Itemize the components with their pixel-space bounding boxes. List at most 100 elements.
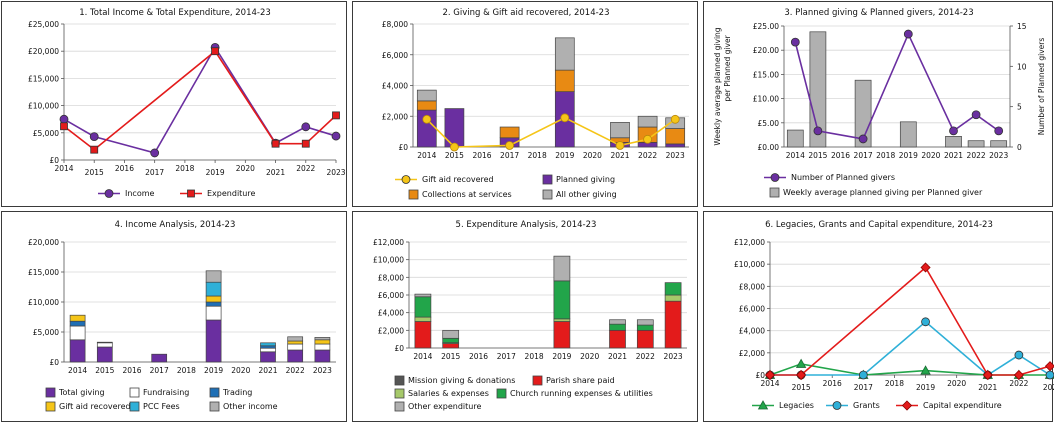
x-tick-label: 2015 (808, 151, 827, 160)
bar-segment (416, 89, 437, 102)
bar-segment (314, 337, 331, 341)
chart-title: 2. Giving & Gift aid recovered, 2014-23 (443, 8, 610, 18)
bar-segment (414, 293, 432, 298)
data-point (949, 126, 958, 136)
x-tick-label: 2021 (978, 383, 997, 392)
legend-item: Church running expenses & utilities (496, 388, 653, 399)
bar-segment (314, 339, 331, 345)
x-tick-label: 2014 (786, 151, 805, 160)
bar-segment (414, 296, 432, 318)
data-point (921, 317, 930, 327)
x-tick-label: 2022 (296, 164, 315, 173)
data-point (422, 114, 432, 124)
legend-label: Other expenditure (408, 402, 481, 411)
chart-title: 6. Legacies, Grants and Capital expendit… (765, 220, 993, 230)
x-tick-label: 2018 (528, 151, 547, 160)
legend-marker (757, 400, 769, 410)
legend-item: Legacies (752, 400, 814, 410)
chart-6-legend: Legacies Grants Capital expenditure (752, 400, 1002, 411)
bar-segment (287, 336, 304, 342)
legend-label: Total giving (58, 388, 105, 397)
y-tick-label: £0 (755, 371, 765, 380)
y-tick-label: £0 (394, 344, 404, 353)
legend-item: Mission giving & donations (394, 375, 515, 386)
data-point (1013, 369, 1024, 381)
data-point (505, 141, 515, 150)
series-line-2 (770, 266, 1051, 376)
data-point (813, 126, 823, 136)
legend-swatch (209, 387, 220, 398)
legend-marker (901, 400, 913, 411)
bar-segment (664, 294, 682, 302)
y-tick-label: £20,000 (28, 238, 59, 247)
chart-2-plot: £0 £2,000 £4,000 £6,000 £8,000 2014 2015 2016 20… (382, 20, 689, 160)
legend-label: Legacies (779, 401, 814, 410)
data-point (1014, 350, 1024, 360)
data-point (271, 139, 280, 148)
x-tick-label: 2019 (899, 151, 918, 160)
x-tick-label: 2017 (500, 151, 519, 160)
bar-segment (96, 346, 113, 363)
chart-title: 5. Expenditure Analysis, 2014-23 (456, 220, 597, 230)
chart-4-svg: 4. Income Analysis, 2014-23 £0 £5,000 £10,… (28, 220, 336, 412)
y-tick-label: £6,000 (378, 291, 404, 300)
legend-label: Salaries & expenses (408, 389, 489, 398)
x-tick-label: 2017 (145, 168, 164, 177)
x-tick-label: 2018 (525, 352, 544, 361)
x-tick-label: 2019 (206, 168, 225, 177)
data-point (615, 141, 625, 150)
y-tick-label: £8,000 (739, 282, 765, 291)
legend-item: Gift aid recovered (395, 175, 494, 184)
x-tick-label: 2014 (413, 352, 432, 361)
x-tick-label: 2022 (286, 366, 305, 375)
data-point (1045, 370, 1054, 380)
bar (945, 136, 962, 148)
bar (899, 121, 917, 148)
bar-segment (287, 349, 304, 363)
x-tick-label: 2022 (967, 151, 986, 160)
data-point (59, 114, 69, 124)
data-point (90, 145, 99, 154)
x-tick-label: 2015 (792, 383, 811, 392)
x-tick-label: 2021 (944, 151, 963, 160)
x-tick-label: 2017 (497, 352, 516, 361)
legend-swatch (769, 187, 780, 198)
bar-segment (665, 143, 686, 148)
x-tick-label: 2020 (231, 366, 250, 375)
bar-segment (96, 342, 113, 348)
bar-segment (260, 351, 276, 363)
y-tick-label: £8,000 (378, 273, 404, 282)
y2-axis-title: Number of Planned givers (1037, 38, 1046, 136)
legend-swatch (394, 401, 405, 412)
data-point (331, 131, 341, 141)
y-tick-label: £0 (398, 143, 408, 152)
legend-label: Collections at services (422, 190, 512, 199)
chart-panel-5: 5. Expenditure Analysis, 2014-23 £0 £2,00… (352, 211, 698, 422)
y-tick-label: £0.00 (758, 143, 780, 152)
bar-segment (287, 340, 304, 345)
chart-2-svg: 2. Giving & Gift aid recovered, 2014-23 … (382, 8, 689, 200)
x-tick-label: 2021 (266, 168, 285, 177)
x-tick-label: 2018 (876, 151, 895, 160)
legend-item: Total giving (45, 387, 105, 398)
legend-item: Trading (209, 387, 252, 398)
chart-panel-6: 6. Legacies, Grants and Capital expendit… (703, 211, 1054, 422)
legend-label: Capital expenditure (923, 401, 1002, 410)
bar-segment (442, 337, 460, 344)
legend-label: Fundraising (143, 388, 189, 397)
x-tick-label: 2019 (204, 366, 223, 375)
y-tick-label: £25,000 (28, 20, 59, 29)
legend-item: Number of Planned givers (764, 173, 895, 182)
legend-swatch (394, 388, 405, 399)
legend-label: Gift aid recovered (59, 402, 131, 411)
y2-tick-label: 5 (1017, 103, 1022, 112)
data-point (301, 122, 311, 132)
bar-segment (260, 347, 276, 353)
bar-segment (636, 329, 654, 349)
y-tick-label: £5.00 (758, 119, 780, 128)
data-point (560, 113, 570, 123)
bar-segment (260, 342, 276, 347)
legend-marker (832, 401, 842, 410)
chart-3-svg: 3. Planned giving & Planned givers, 2014… (713, 8, 1046, 198)
legend-item: Income (98, 189, 155, 198)
